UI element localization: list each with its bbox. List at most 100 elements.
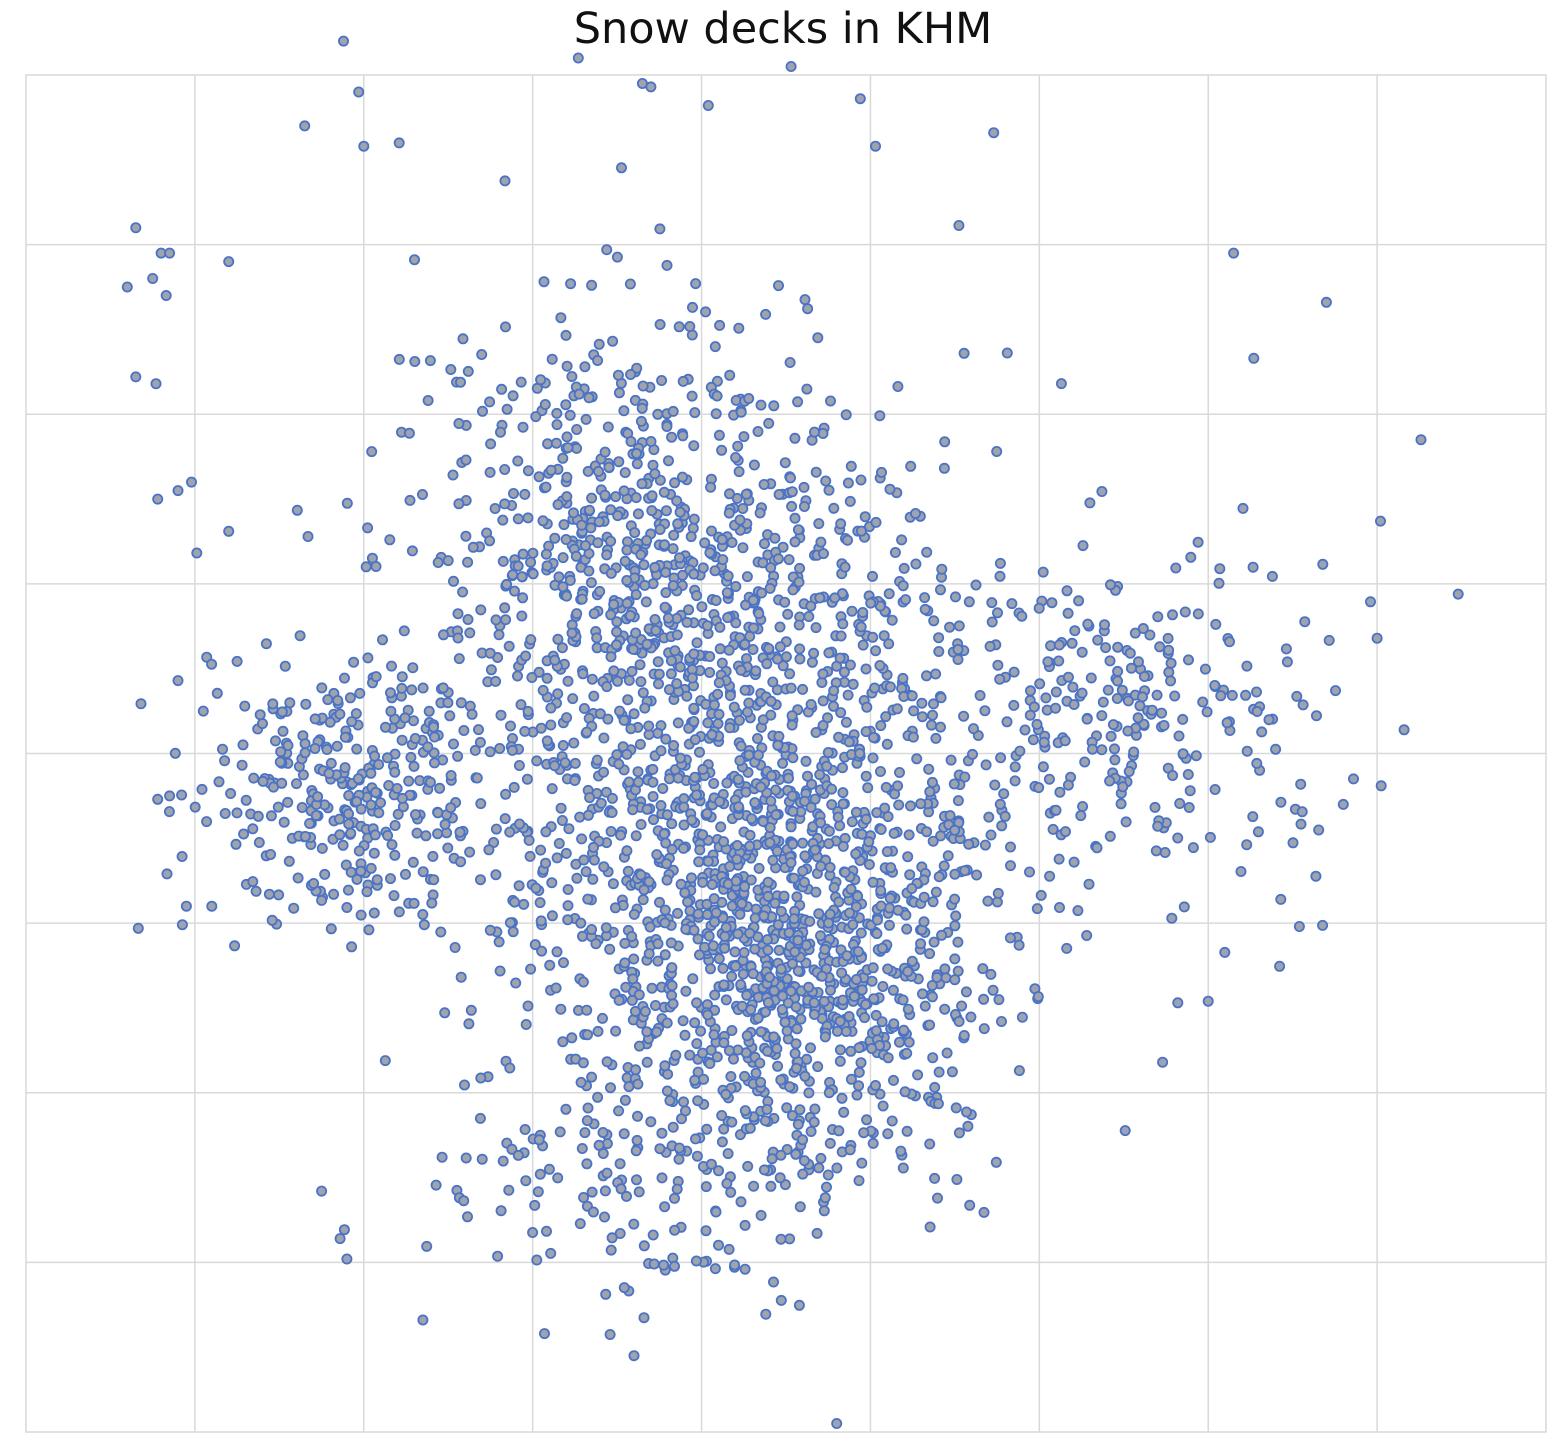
data-point — [789, 946, 801, 958]
data-point — [1024, 866, 1036, 878]
data-point — [490, 614, 502, 626]
data-point — [1166, 912, 1178, 924]
data-point — [706, 729, 718, 741]
data-point — [844, 907, 856, 919]
data-point — [417, 1314, 429, 1326]
data-point — [495, 1205, 507, 1217]
data-point — [810, 886, 822, 898]
data-point — [778, 890, 790, 902]
data-point — [926, 776, 938, 788]
data-point — [409, 809, 421, 821]
data-point — [531, 1254, 543, 1266]
data-point — [893, 799, 905, 811]
data-point — [1137, 691, 1149, 703]
data-point — [927, 1052, 939, 1064]
data-point — [817, 695, 829, 707]
data-point — [752, 425, 764, 437]
data-point — [550, 437, 562, 449]
data-point — [265, 810, 277, 822]
data-point — [735, 979, 747, 991]
data-point — [680, 1105, 692, 1117]
data-point — [343, 818, 355, 830]
data-point — [930, 732, 942, 744]
data-point — [588, 841, 600, 853]
data-point — [728, 1053, 740, 1065]
data-point — [515, 699, 527, 711]
data-point — [870, 516, 882, 528]
data-point — [176, 851, 188, 863]
data-point — [945, 754, 957, 766]
data-point — [1226, 689, 1238, 701]
data-point — [338, 1224, 350, 1236]
data-point — [640, 596, 652, 608]
data-point — [316, 682, 328, 694]
data-point — [417, 682, 429, 694]
data-point — [1035, 889, 1047, 901]
data-point — [1201, 706, 1213, 718]
data-point — [566, 627, 578, 639]
data-point — [659, 949, 671, 961]
data-point — [601, 244, 613, 256]
data-point — [560, 1103, 572, 1115]
data-point — [802, 770, 814, 782]
data-point — [931, 971, 943, 983]
data-point — [1163, 666, 1175, 678]
data-point — [525, 556, 537, 568]
data-point — [759, 538, 771, 550]
data-point — [724, 488, 736, 500]
data-point — [725, 1071, 737, 1083]
data-point — [1037, 761, 1049, 773]
data-point — [686, 814, 698, 826]
data-point — [668, 740, 680, 752]
data-point — [1295, 818, 1307, 830]
data-point — [432, 557, 444, 569]
data-point — [816, 970, 828, 982]
data-point — [631, 1174, 643, 1186]
data-point — [810, 466, 822, 478]
data-point — [900, 594, 912, 606]
data-point — [580, 866, 592, 878]
data-point — [631, 362, 643, 374]
data-point — [895, 1145, 907, 1157]
data-point — [902, 966, 914, 978]
data-point — [201, 816, 213, 828]
data-point — [835, 630, 847, 642]
data-point — [645, 81, 657, 93]
data-point — [739, 1219, 751, 1231]
data-point — [254, 709, 266, 721]
data-point — [749, 912, 761, 924]
data-point — [774, 1172, 786, 1184]
data-point — [845, 1073, 857, 1085]
data-point — [1016, 610, 1028, 622]
data-point — [1050, 702, 1062, 714]
data-point — [836, 1092, 848, 1104]
data-point — [848, 990, 860, 1002]
data-point — [828, 502, 840, 514]
data-point — [522, 465, 534, 477]
data-point — [492, 1250, 504, 1262]
data-point — [1112, 641, 1124, 653]
data-point — [1009, 775, 1021, 787]
data-point — [1183, 802, 1195, 814]
data-point — [994, 557, 1006, 569]
data-point — [855, 927, 867, 939]
data-point — [765, 709, 777, 721]
data-point — [714, 319, 726, 331]
data-point — [837, 798, 849, 810]
data-point — [1163, 644, 1175, 656]
data-point — [687, 973, 699, 985]
data-point — [1154, 641, 1166, 653]
data-point — [581, 1004, 593, 1016]
data-point — [993, 994, 1005, 1006]
data-point — [565, 278, 577, 290]
data-point — [444, 710, 456, 722]
data-point — [776, 1004, 788, 1016]
data-point — [810, 622, 822, 634]
data-point — [1169, 690, 1181, 702]
data-point — [325, 923, 337, 935]
data-point — [1062, 671, 1074, 683]
data-point — [529, 1199, 541, 1211]
data-point — [1053, 639, 1065, 651]
data-point — [652, 656, 664, 668]
data-point — [859, 1012, 871, 1024]
